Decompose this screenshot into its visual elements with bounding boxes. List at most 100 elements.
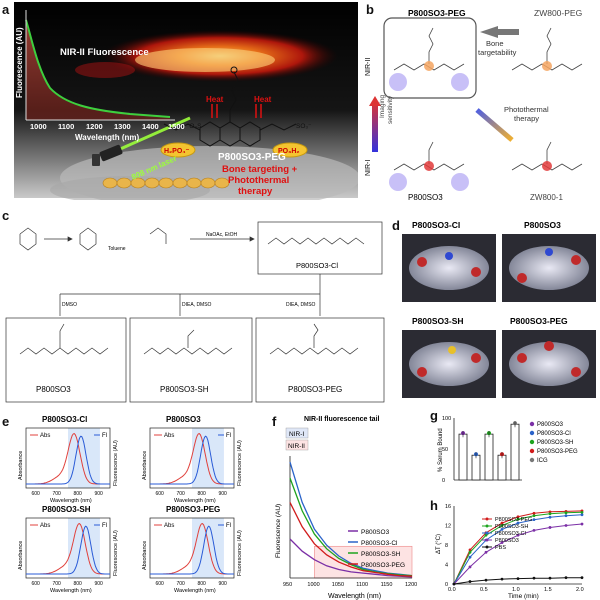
h-series-point bbox=[580, 576, 584, 580]
f-xtick: 1000 bbox=[307, 582, 319, 588]
g-bar bbox=[484, 433, 494, 481]
b-nir1-label: NIR-I bbox=[365, 160, 372, 176]
panel-b-figure: P800SO3-PEG ZW800-PEG Bone targetability… bbox=[365, 8, 583, 202]
e-ylabel-left: Absorbance bbox=[142, 541, 148, 570]
e-xtick: 800 bbox=[198, 491, 207, 497]
f-xtick: 1200 bbox=[405, 582, 417, 588]
e-plot-frame bbox=[25, 517, 111, 579]
panel-c-label: c bbox=[2, 208, 10, 223]
h-series-point bbox=[548, 512, 552, 516]
h-xtick: 2.0 bbox=[576, 587, 584, 593]
phosphonate-right-bubble bbox=[272, 142, 308, 158]
h-legend-marker bbox=[485, 524, 489, 528]
e-xtick: 600 bbox=[156, 581, 165, 587]
h-series-point bbox=[532, 576, 536, 580]
h-series-point bbox=[580, 510, 584, 514]
panel-f-chart: NIR-II fluorescence tail NIR-I NIR-II Fl… bbox=[275, 416, 417, 600]
panel-f-label: f bbox=[272, 414, 277, 429]
h-legend-marker bbox=[485, 531, 489, 535]
c-product-2: P800SO3-SH bbox=[160, 385, 209, 394]
e-plot-frame bbox=[149, 517, 235, 579]
e-fl-line bbox=[150, 525, 234, 575]
e-xtick: 700 bbox=[53, 581, 62, 587]
h-series-point bbox=[564, 524, 568, 527]
d-model-2 bbox=[502, 234, 596, 302]
g-ytick: 100 bbox=[442, 416, 451, 422]
panel-a-label: a bbox=[2, 2, 10, 17]
b-top-left: P800SO3-PEG bbox=[408, 8, 466, 18]
panel-d-label: d bbox=[392, 218, 400, 233]
h-series-point bbox=[500, 521, 504, 525]
g-ytick: 50 bbox=[442, 447, 448, 453]
f-nir2-label: NIR-II bbox=[288, 443, 305, 450]
d-title-3: P800SO3-SH bbox=[412, 316, 464, 326]
b-arrow-diag-line1: Photothermal bbox=[504, 105, 549, 114]
panel-g-chart: % Serum Bound 0 50 100 P800SO3 P800SO3-Cl P8… bbox=[438, 416, 578, 484]
f-title: NIR-II fluorescence tail bbox=[304, 416, 380, 423]
panel-c: c Toluen bbox=[0, 206, 390, 404]
h-series-point bbox=[564, 576, 568, 580]
e-xtick: 800 bbox=[198, 581, 207, 587]
b-arrow-left-icon bbox=[480, 26, 498, 38]
c-center-product: P800SO3-Cl bbox=[296, 261, 338, 270]
e-window-band bbox=[68, 518, 100, 578]
h-series-point bbox=[564, 514, 568, 518]
e-xtick: 600 bbox=[156, 491, 165, 497]
h-xtick: 0.0 bbox=[448, 587, 456, 593]
d-title-4: P800SO3-PEG bbox=[510, 316, 568, 326]
f-nir2-box bbox=[285, 439, 309, 451]
h-legend-label: P800SO3-Cl bbox=[495, 531, 526, 537]
e-window-band bbox=[192, 428, 224, 488]
h-legend-label: P800SO3-SH bbox=[495, 524, 528, 530]
b-bottom-left: P800SO3 bbox=[408, 193, 443, 202]
h-series-point bbox=[468, 565, 472, 569]
g-ylabel: % Serum Bound bbox=[438, 428, 444, 472]
d-title-1: P800SO3-Cl bbox=[412, 220, 460, 230]
b-arrow-up-icon bbox=[369, 96, 381, 106]
a-heat-left: Heat bbox=[206, 95, 224, 104]
e-xtick: 600 bbox=[32, 581, 41, 587]
a-xtick: 1300 bbox=[114, 122, 131, 131]
h-xtick: 1.5 bbox=[544, 587, 552, 593]
a-xlabel: Wavelength (nm) bbox=[75, 133, 139, 142]
a-xtick: 1400 bbox=[142, 122, 159, 131]
h-series-point bbox=[532, 518, 536, 522]
e-xtick: 900 bbox=[219, 491, 228, 497]
h-series-point bbox=[516, 515, 520, 519]
f-nir1-box bbox=[285, 427, 309, 439]
h-series-point bbox=[516, 533, 520, 537]
e-ylabel-left: Absorbance bbox=[142, 451, 148, 480]
e-legend-fl: Fl bbox=[102, 433, 107, 439]
g-bar bbox=[510, 423, 520, 481]
f-legend-label: P800SO3-SH bbox=[361, 551, 401, 558]
b-arrow-diag-line2: therapy bbox=[514, 114, 539, 123]
f-ylabel: Fluorescence (AU) bbox=[275, 504, 282, 558]
e-ylabel-right: Fluorescence (AU) bbox=[237, 530, 243, 576]
laser-device-icon bbox=[92, 144, 123, 166]
g-legend-marker bbox=[529, 421, 535, 427]
h-ytick: 0 bbox=[445, 582, 448, 588]
e-plot-title: P800SO3 bbox=[166, 415, 201, 424]
h-series-point bbox=[484, 578, 488, 582]
b-arrow-top-line1: Bone bbox=[486, 39, 504, 48]
h-xtick: 1.0 bbox=[512, 587, 520, 593]
b-arrow-top-line2: targetability bbox=[478, 48, 517, 57]
f-xtick: 1150 bbox=[381, 582, 393, 588]
e-xtick: 900 bbox=[95, 581, 104, 587]
e-window-band bbox=[68, 428, 100, 488]
h-series-point bbox=[500, 541, 504, 544]
panel-e-label: e bbox=[2, 414, 10, 429]
a-caption-line3: therapy bbox=[238, 186, 273, 197]
a-caption-line2: Photothermal bbox=[228, 175, 289, 186]
a-xtick: 1200 bbox=[86, 122, 103, 131]
b-top-right: ZW800-PEG bbox=[534, 8, 582, 18]
f-series-line bbox=[289, 538, 413, 578]
g-bar bbox=[471, 454, 481, 481]
e-plot-frame bbox=[25, 427, 111, 489]
f-series-line bbox=[289, 502, 413, 577]
a-xtick: 1100 bbox=[58, 122, 74, 131]
h-series-point bbox=[548, 515, 552, 519]
b-highlight-box bbox=[383, 17, 477, 99]
